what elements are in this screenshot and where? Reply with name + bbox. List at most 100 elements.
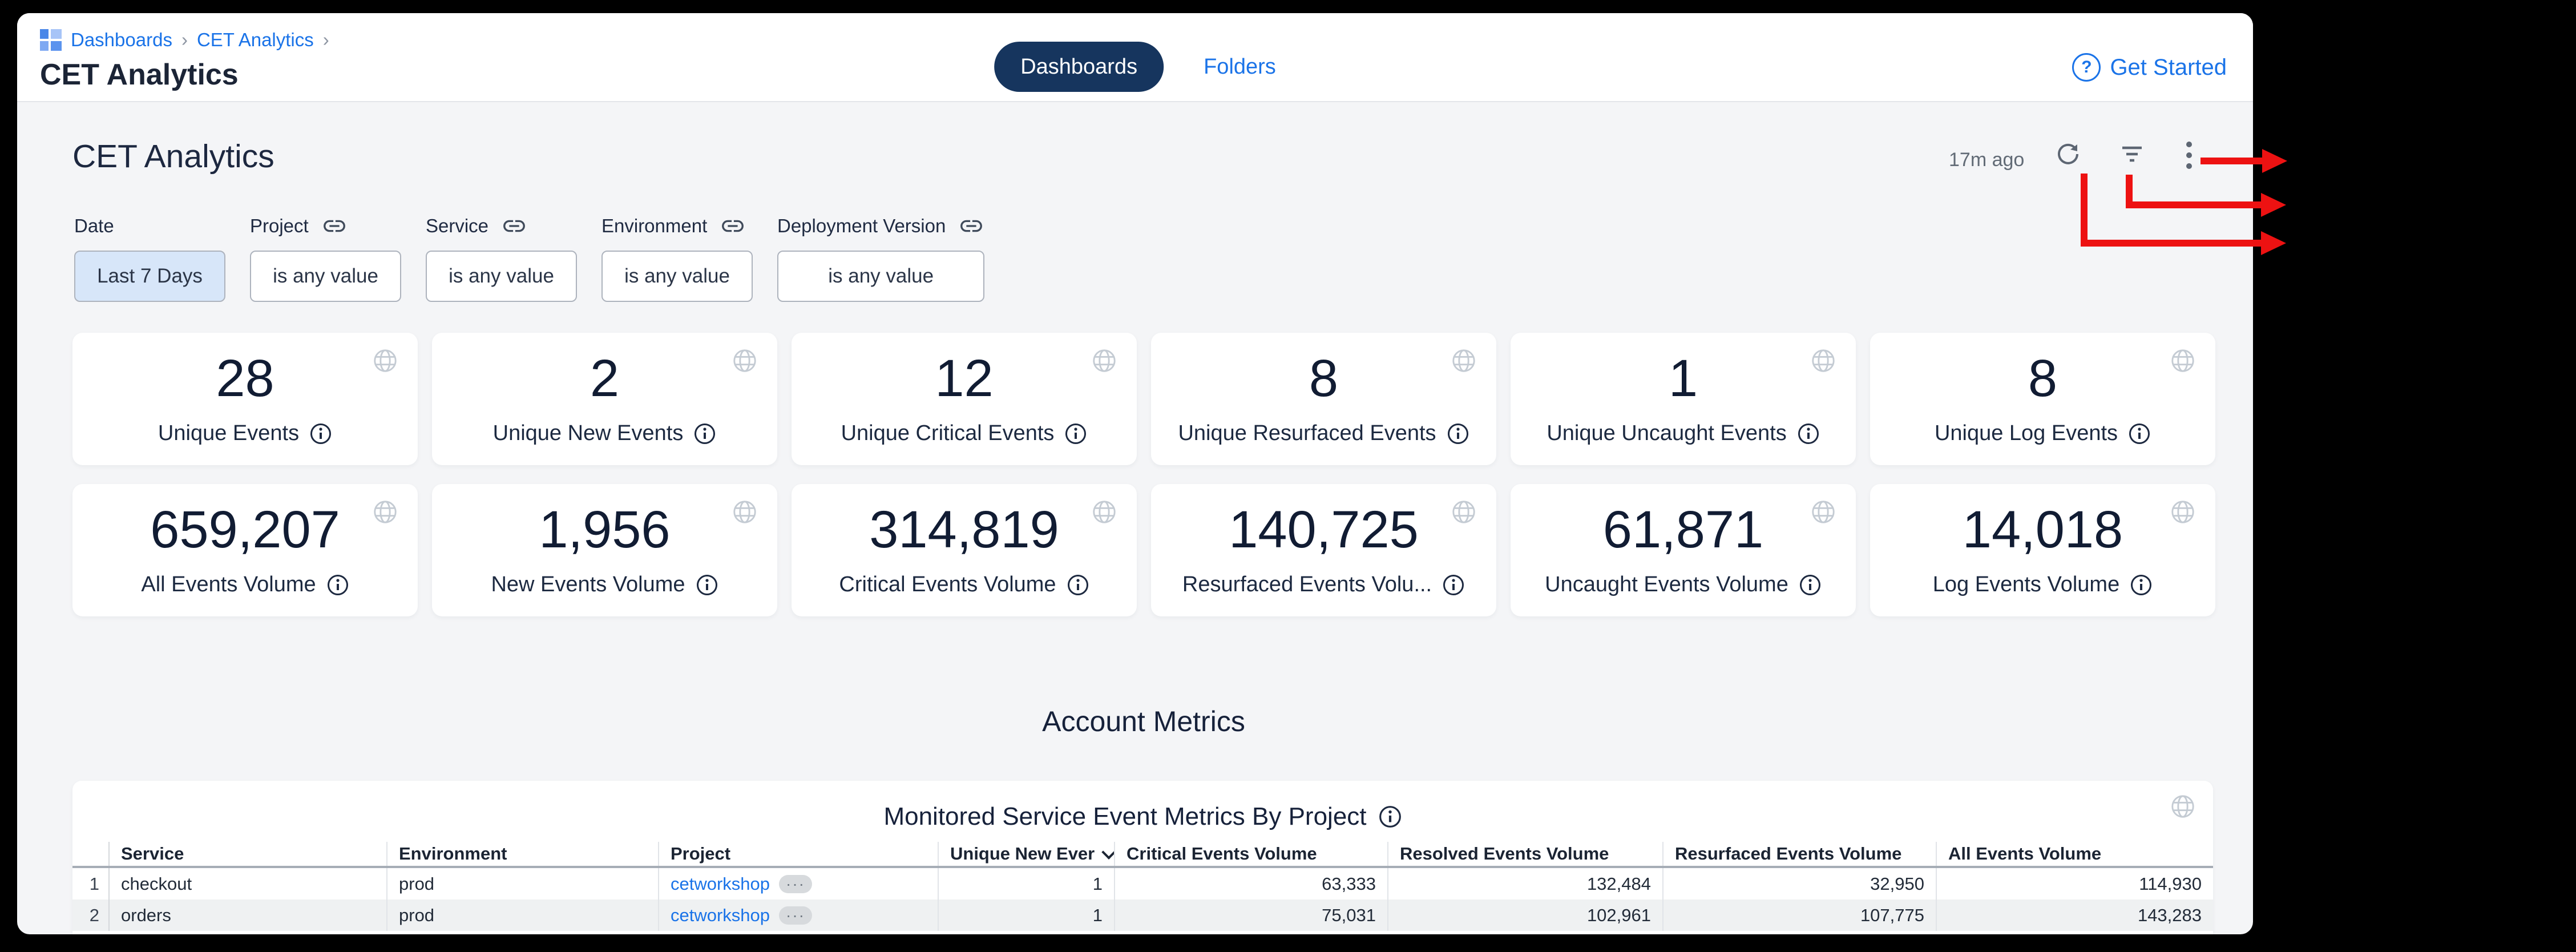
globe-icon [1093,501,1116,523]
kebab-menu-icon[interactable] [2180,138,2198,172]
tile-value: 1,956 [539,501,671,559]
app-window: Dashboards › CET Analytics › CET Analyti… [17,13,2253,934]
globe-icon [1452,349,1475,372]
tile-label: Unique Uncaught Events [1547,421,1787,445]
info-icon[interactable] [1799,574,1822,596]
tile-all-events-volume: 659,207 All Events Volume [72,484,418,616]
info-icon[interactable] [1067,574,1089,596]
tile-label: Resurfaced Events Volu... [1182,572,1432,596]
tile-unique-log-events: 8 Unique Log Events [1870,333,2215,465]
info-icon[interactable] [326,574,349,596]
filter-bar: Date Last 7 Days Project is any value Se… [74,214,985,302]
section-heading-account-metrics: Account Metrics [1042,705,1245,737]
cell-project: cetworkshop ··· [658,899,938,931]
filter-service-chip[interactable]: is any value [426,251,577,302]
filter-project: Project is any value [250,214,401,302]
info-icon[interactable] [2128,422,2151,445]
tile-unique-events: 28 Unique Events [72,333,418,465]
project-link[interactable]: cetworkshop [671,905,770,925]
link-icon [722,220,744,232]
tile-label: Unique Events [158,421,300,445]
column-header-project[interactable]: Project [658,842,938,866]
column-header-service[interactable]: Service [108,842,386,866]
dashboard-title: CET Analytics [72,138,274,175]
info-icon[interactable] [2130,574,2153,596]
info-icon[interactable] [1797,422,1820,445]
breadcrumb-cet-analytics-link[interactable]: CET Analytics [196,29,314,50]
cell-unique-new-events: 1 [938,899,1114,931]
filter-environment-chip[interactable]: is any value [601,251,753,302]
cell-all-events-volume: 143,283 [1936,899,2213,931]
breadcrumb-separator: › [322,29,329,50]
tile-value: 14,018 [1962,501,2123,559]
arrowhead-icon [2262,149,2287,173]
get-started-button[interactable]: ? Get Started [2072,53,2227,82]
tile-value: 8 [1309,349,1339,408]
globe-icon [2171,795,2194,818]
cell-critical-events-volume: 75,031 [1114,899,1387,931]
tile-log-events-volume: 14,018 Log Events Volume [1870,484,2215,616]
project-link[interactable]: cetworkshop [671,873,770,894]
tile-unique-resurfaced-events: 8 Unique Resurfaced Events [1151,333,1496,465]
cell-resurfaced-events-volume: 107,775 [1662,899,1936,931]
globe-icon [733,349,756,372]
link-icon [960,220,983,232]
info-icon[interactable] [1447,422,1469,445]
tile-label: Unique Critical Events [841,421,1055,445]
cell-unique-new-events: 1 [938,868,1114,899]
info-icon[interactable] [1378,805,1402,829]
globe-icon [1452,501,1475,523]
dashboards-logo-icon[interactable] [40,29,62,51]
refresh-icon[interactable] [2054,140,2082,168]
filter-deployment-version-chip[interactable]: is any value [777,251,985,302]
info-icon[interactable] [1442,574,1465,596]
tile-uncaught-events-volume: 61,871 Uncaught Events Volume [1511,484,1856,616]
breadcrumb-separator: › [181,29,188,50]
tile-unique-uncaught-events: 1 Unique Uncaught Events [1511,333,1856,465]
arrowhead-icon [2261,231,2286,255]
cell-project: cetworkshop ··· [658,868,938,899]
table-row: 2 orders prod cetworkshop ··· 1 75,031 1… [72,899,2213,931]
row-number: 2 [89,905,99,925]
info-icon[interactable] [693,422,716,445]
globe-icon [733,501,756,523]
tile-label: Unique Resurfaced Events [1178,421,1436,445]
row-number-header [72,842,108,866]
tab-dashboards[interactable]: Dashboards [994,42,1164,92]
cell-service: orders [108,899,386,931]
project-more-badge[interactable]: ··· [779,874,813,893]
info-icon[interactable] [309,422,332,445]
filter-environment: Environment is any value [601,214,753,302]
tile-label: Unique Log Events [1934,421,2118,445]
filter-date: Date Last 7 Days [74,214,225,302]
project-more-badge[interactable]: ··· [779,906,813,925]
filter-icon[interactable] [2118,140,2146,168]
table-card-monitored-service-event-metrics: Monitored Service Event Metrics By Proje… [72,781,2213,934]
filter-date-chip[interactable]: Last 7 Days [74,251,225,302]
column-header-all-events-volume[interactable]: All Events Volume [1936,842,2213,866]
info-icon[interactable] [1064,422,1087,445]
filter-deployment-version-label: Deployment Version [777,215,946,236]
last-refreshed-text: 17m ago [1949,149,2025,171]
column-header-critical-events-volume[interactable]: Critical Events Volume [1114,842,1387,866]
column-header-environment[interactable]: Environment [386,842,658,866]
globe-icon [2171,501,2194,523]
column-header-unique-new-events[interactable]: Unique New Ever [938,842,1114,866]
filter-project-chip[interactable]: is any value [250,251,401,302]
tile-label: Uncaught Events Volume [1545,572,1788,596]
data-table: Service Environment Project Unique New E… [72,842,2213,934]
tile-new-events-volume: 1,956 New Events Volume [432,484,777,616]
cell-environment: prod [386,899,658,931]
column-header-resurfaced-events-volume[interactable]: Resurfaced Events Volume [1662,842,1936,866]
column-header-resolved-events-volume[interactable]: Resolved Events Volume [1387,842,1662,866]
info-icon[interactable] [696,574,718,596]
tile-value: 659,207 [150,501,340,559]
kpi-tiles-row-2: 659,207 All Events Volume 1,956 New Even… [72,484,2215,616]
tile-resurfaced-events-volume: 140,725 Resurfaced Events Volu... [1151,484,1496,616]
arrowhead-icon [2261,193,2286,217]
header-tabs: Dashboards Folders [994,42,1276,92]
tile-label: New Events Volume [491,572,685,596]
tab-folders[interactable]: Folders [1204,54,1276,79]
globe-icon [374,501,397,523]
breadcrumb-dashboards-link[interactable]: Dashboards [71,29,172,50]
